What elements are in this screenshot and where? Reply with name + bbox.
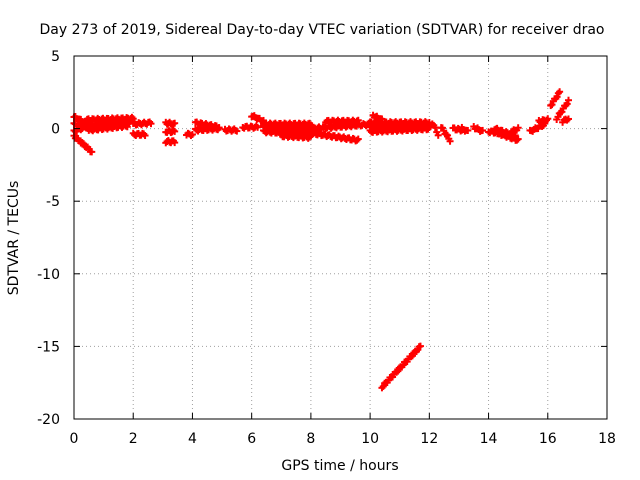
x-tick-label: 4 [188, 431, 197, 447]
data-point [464, 127, 472, 135]
y-tick-label: 0 [51, 122, 60, 138]
data-point [88, 148, 96, 156]
data-segment [221, 125, 241, 135]
chart-title: Day 273 of 2019, Sidereal Day-to-day VTE… [39, 22, 604, 38]
data-segment [162, 126, 179, 137]
data-point [425, 123, 433, 131]
data-point [171, 139, 179, 147]
data-point [171, 127, 179, 135]
data-segment [82, 113, 137, 125]
x-tick-label: 16 [539, 431, 557, 447]
data-point [354, 116, 362, 124]
data-segment [162, 137, 179, 147]
data-point [565, 115, 573, 123]
data-point [141, 132, 149, 140]
data-segment [277, 131, 315, 142]
data-segment [458, 123, 472, 135]
data-point [416, 342, 424, 350]
data-point [354, 135, 362, 143]
data-segment [322, 116, 362, 126]
x-axis-label: GPS time / hours [281, 458, 398, 474]
data-segment [162, 118, 179, 129]
y-tick-label: -10 [37, 267, 60, 283]
data-segment [428, 120, 442, 139]
data-point [548, 101, 556, 109]
data-point [431, 124, 439, 132]
x-tick-label: 14 [480, 431, 498, 447]
data-segment [366, 123, 433, 136]
x-tick-label: 2 [129, 431, 138, 447]
data-segment [437, 124, 454, 145]
data-point [434, 131, 442, 139]
x-tick-labels: 0 2 4 6 8 10 12 14 16 18 [70, 431, 616, 447]
data-segment [553, 96, 573, 124]
data-point [444, 131, 452, 139]
data-point [513, 136, 521, 144]
data-point [254, 123, 262, 131]
y-axis-label: SDTVAR / TECUs [6, 181, 22, 296]
data-point [147, 120, 155, 128]
data-point [378, 115, 386, 123]
axis-ticks [73, 55, 608, 420]
data-segment [378, 342, 424, 392]
data-segment [85, 121, 131, 135]
data-point [554, 113, 562, 121]
y-tick-label: 5 [51, 49, 60, 65]
y-tick-label: -20 [37, 412, 60, 428]
data-segment [129, 118, 155, 129]
data-point [393, 368, 401, 376]
data-point [514, 124, 522, 132]
data-point [479, 126, 487, 134]
data-point [565, 96, 573, 104]
y-tick-label: -5 [46, 194, 60, 210]
x-tick-label: 12 [420, 431, 438, 447]
data-segment [239, 122, 262, 132]
data-segment [307, 128, 362, 145]
data-point [563, 100, 571, 108]
data-point [553, 93, 561, 101]
x-tick-label: 10 [361, 431, 379, 447]
data-points [70, 88, 573, 392]
x-tick-label: 6 [247, 431, 256, 447]
plot-frame [73, 55, 608, 420]
data-segment [366, 118, 433, 128]
data-segment [547, 88, 564, 110]
data-segment [493, 128, 522, 144]
data-point [544, 115, 552, 123]
data-segment [535, 115, 552, 126]
data-segment [70, 132, 96, 156]
data-point [446, 137, 454, 145]
y-tick-label: -15 [37, 339, 60, 355]
x-tick-label: 8 [306, 431, 315, 447]
data-segment [470, 123, 487, 135]
data-segment [559, 115, 573, 126]
data-point [123, 123, 131, 131]
data-point [233, 127, 241, 135]
data-segment [183, 129, 196, 140]
data-segment [191, 124, 223, 135]
data-segment [369, 111, 386, 124]
data-point [556, 88, 564, 96]
data-segment [129, 129, 149, 140]
data-segment [508, 124, 522, 135]
data-point [558, 108, 566, 116]
data-point [215, 124, 223, 132]
y-tick-labels: 5 0 -5 -10 -15 -20 [37, 49, 60, 428]
data-point [353, 136, 361, 144]
data-point [169, 126, 177, 134]
data-point [188, 130, 196, 138]
data-point [171, 119, 179, 127]
x-tick-label: 0 [70, 431, 79, 447]
grid [74, 56, 607, 419]
x-tick-label: 18 [598, 431, 616, 447]
data-point [514, 135, 522, 143]
